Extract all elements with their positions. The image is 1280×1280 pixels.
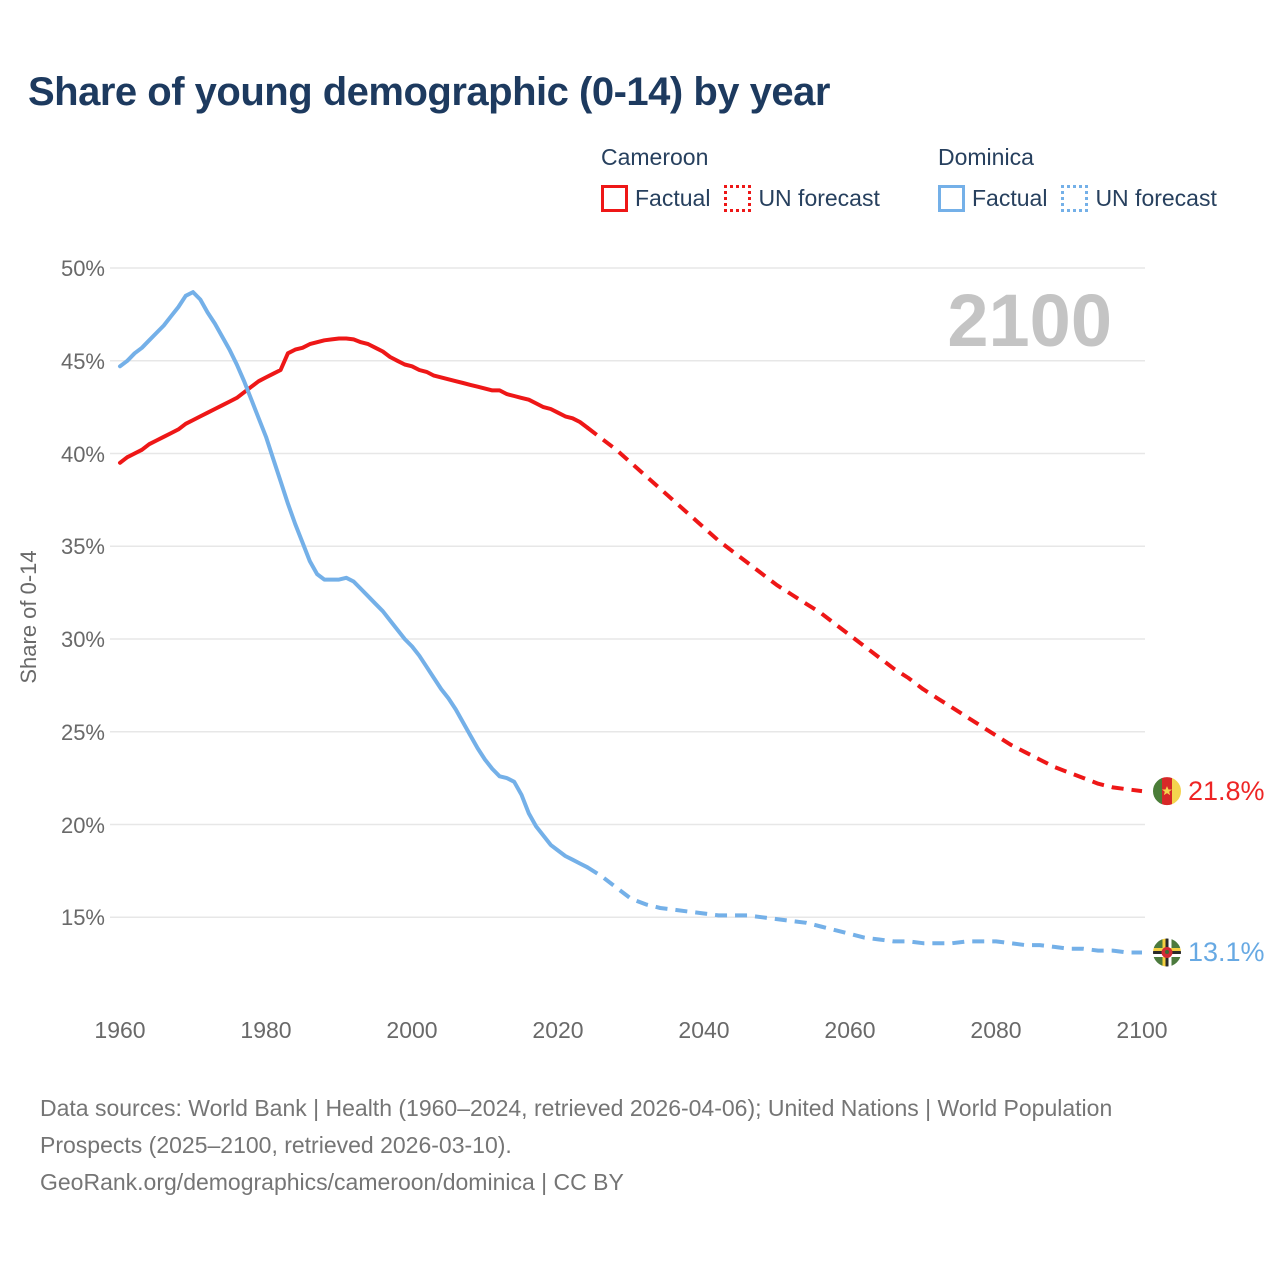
legend-item-dominica-forecast[interactable]: UN forecast — [1061, 185, 1217, 212]
legend-country-dominica: Dominica — [938, 144, 1034, 170]
page-title: Share of young demographic (0-14) by yea… — [28, 70, 830, 114]
y-tick-label: 35% — [60, 534, 105, 560]
x-tick-label: 2080 — [970, 1017, 1022, 1043]
attribution-text: GeoRank.org/demographics/cameroon/domini… — [40, 1169, 624, 1195]
y-tick-label: 45% — [60, 348, 105, 374]
x-tick-label: 2100 — [1116, 1017, 1168, 1043]
legend-item-cameroon-forecast[interactable]: UN forecast — [724, 185, 880, 212]
y-tick-label: 20% — [60, 812, 105, 838]
y-tick-label: 40% — [60, 441, 105, 467]
legend-group-dominica: Dominica Factual UN forecast — [938, 144, 1217, 212]
y-tick-label: 30% — [60, 627, 105, 652]
legend-item-label: UN forecast — [758, 185, 880, 211]
cameroon-end-value-label: 21.8% — [1188, 776, 1265, 807]
legend-group-cameroon: Cameroon Factual UN forecast — [601, 144, 880, 212]
cameroon-forecast-line — [585, 425, 1143, 794]
cameroon-factual-line — [118, 336, 590, 465]
data-sources-text: Data sources: World Bank | Health (1960–… — [40, 1095, 1113, 1158]
x-tick-label: 1960 — [94, 1017, 146, 1043]
solid-line-swatch-icon — [938, 185, 965, 212]
solid-line-swatch-icon — [601, 185, 628, 212]
x-tick-label: 2000 — [386, 1017, 438, 1043]
x-tick-label: 1980 — [240, 1017, 292, 1043]
legend-item-cameroon-factual[interactable]: Factual — [601, 185, 710, 212]
legend-item-label: Factual — [972, 185, 1048, 211]
dominica-flag-icon — [1151, 936, 1183, 969]
x-tick-label: 2060 — [824, 1017, 876, 1043]
legend-item-label: Factual — [635, 185, 711, 211]
dominica-forecast-line — [586, 865, 1142, 955]
legend-item-dominica-factual[interactable]: Factual — [938, 185, 1047, 212]
y-tick-label: 25% — [60, 719, 105, 745]
y-tick-label: 15% — [60, 905, 105, 931]
annotation-year: 2100 — [947, 279, 1112, 362]
y-tick-label: 50% — [60, 256, 105, 281]
cameroon-flag-icon — [1151, 775, 1183, 808]
dominica-end-value-label: 13.1% — [1188, 937, 1265, 968]
dotted-line-swatch-icon — [724, 185, 752, 212]
x-tick-label: 2040 — [678, 1017, 730, 1043]
x-tick-label: 2020 — [532, 1017, 584, 1043]
footer: Data sources: World Bank | Health (1960–… — [40, 1090, 1180, 1201]
dominica-factual-line — [118, 290, 590, 870]
y-axis-title: Share of 0-14 — [16, 550, 41, 684]
dotted-line-swatch-icon — [1061, 185, 1089, 212]
legend-item-label: UN forecast — [1095, 185, 1217, 211]
legend-country-cameroon: Cameroon — [601, 144, 709, 170]
gridlines — [110, 267, 1145, 918]
